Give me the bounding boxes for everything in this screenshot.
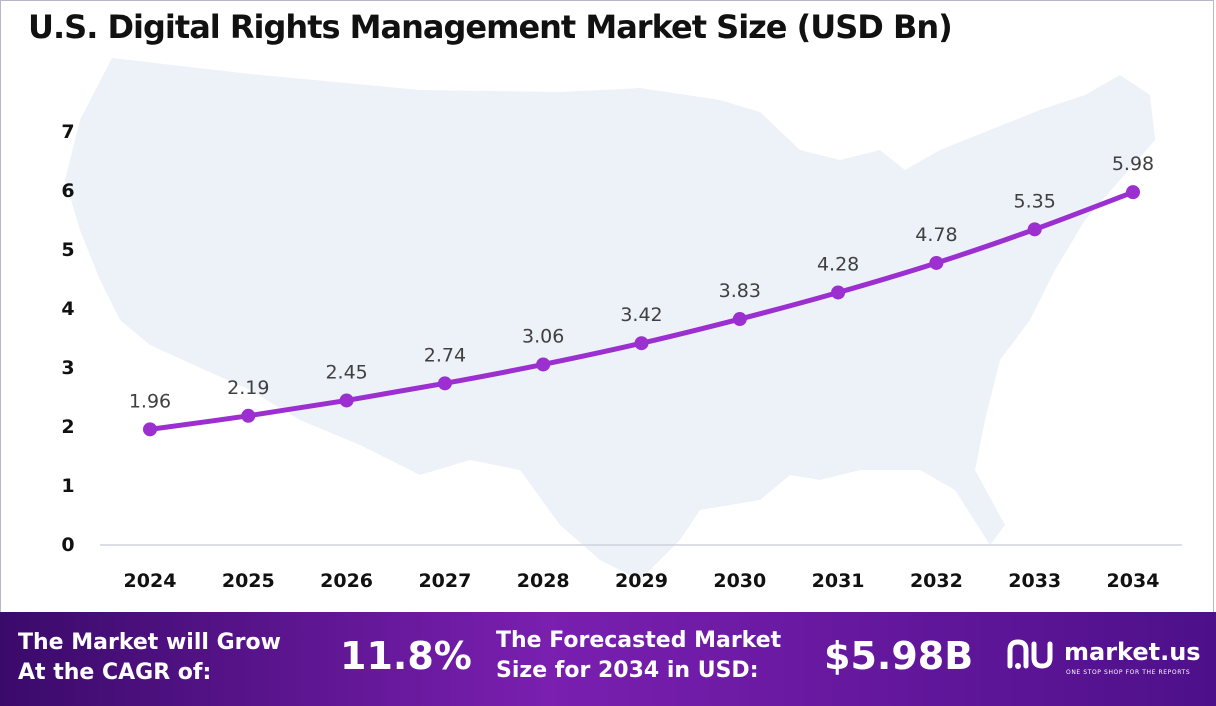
data-point — [732, 312, 747, 327]
data-labels: 1.96 2.19 2.45 2.74 3.06 3.42 3.83 4.28 4.78 5.35… — [129, 153, 1154, 412]
y-tick-label: 3 — [61, 357, 74, 379]
data-point — [437, 376, 452, 391]
x-tick-label: 2030 — [713, 570, 766, 592]
cagr-label-line1: The Market will Grow — [18, 630, 281, 655]
us-map-background — [65, 58, 1155, 580]
forecast-label: The Forecasted Market Size for 2034 in U… — [496, 626, 781, 686]
y-tick-label: 0 — [61, 534, 74, 556]
brand-name: market.us — [1064, 638, 1201, 666]
data-label: 4.28 — [817, 253, 859, 275]
x-tick-label: 2027 — [418, 570, 471, 592]
data-point — [339, 393, 354, 408]
data-point — [143, 422, 157, 437]
x-tick-label: 2033 — [1008, 570, 1061, 592]
data-point — [1027, 222, 1042, 237]
data-label: 2.45 — [325, 361, 367, 383]
y-tick-label: 2 — [61, 416, 74, 438]
data-point — [1126, 185, 1140, 200]
data-label: 5.98 — [1112, 153, 1154, 175]
data-point — [929, 255, 944, 270]
x-tick-label: 2026 — [320, 570, 373, 592]
forecast-label-line2: Size for 2034 in USD: — [496, 658, 759, 683]
forecast-value: $5.98B — [824, 634, 974, 678]
data-point — [536, 357, 551, 372]
data-label: 3.42 — [620, 304, 662, 326]
line-chart: 0 1 2 3 4 5 6 7 2024 2025 2026 2027 2028 2029 2030 203… — [61, 58, 1182, 592]
y-tick-label: 4 — [61, 298, 74, 320]
x-tick-label: 2024 — [124, 570, 177, 592]
x-axis-ticks: 2024 2025 2026 2027 2028 2029 2030 2031 2032 2033… — [124, 570, 1160, 592]
cagr-value: 11.8% — [340, 634, 472, 678]
data-label: 4.78 — [915, 224, 957, 246]
x-tick-label: 2025 — [222, 570, 275, 592]
brand-tagline: ONE STOP SHOP FOR THE REPORTS — [1066, 669, 1191, 676]
y-tick-label: 7 — [61, 121, 74, 143]
x-tick-label: 2028 — [517, 570, 570, 592]
cagr-label: The Market will Grow At the CAGR of: — [18, 628, 281, 688]
data-label: 3.83 — [719, 280, 761, 302]
x-tick-label: 2031 — [812, 570, 865, 592]
market-us-logo-icon — [1007, 639, 1053, 669]
x-tick-label: 2029 — [615, 570, 668, 592]
y-tick-label: 6 — [61, 180, 74, 202]
y-tick-label: 5 — [61, 239, 74, 261]
data-label: 3.06 — [522, 325, 564, 347]
x-tick-label: 2032 — [910, 570, 963, 592]
y-tick-label: 1 — [61, 475, 74, 497]
data-label: 2.74 — [424, 344, 466, 366]
data-label: 2.19 — [227, 377, 269, 399]
data-points — [143, 185, 1140, 437]
x-tick-label: 2034 — [1107, 570, 1160, 592]
data-label: 1.96 — [129, 390, 171, 412]
data-label: 5.35 — [1014, 190, 1056, 212]
data-point — [241, 408, 256, 423]
cagr-label-line2: At the CAGR of: — [18, 660, 212, 685]
data-point — [831, 285, 846, 300]
data-point — [634, 336, 649, 351]
footer-banner: The Market will Grow At the CAGR of: 11.… — [0, 612, 1216, 706]
forecast-label-line1: The Forecasted Market — [496, 628, 782, 653]
chart-title: U.S. Digital Rights Management Market Si… — [28, 8, 953, 46]
brand-logo: market.us ONE STOP SHOP FOR THE REPORTS — [1006, 636, 1201, 676]
y-axis-ticks: 0 1 2 3 4 5 6 7 — [61, 121, 74, 556]
